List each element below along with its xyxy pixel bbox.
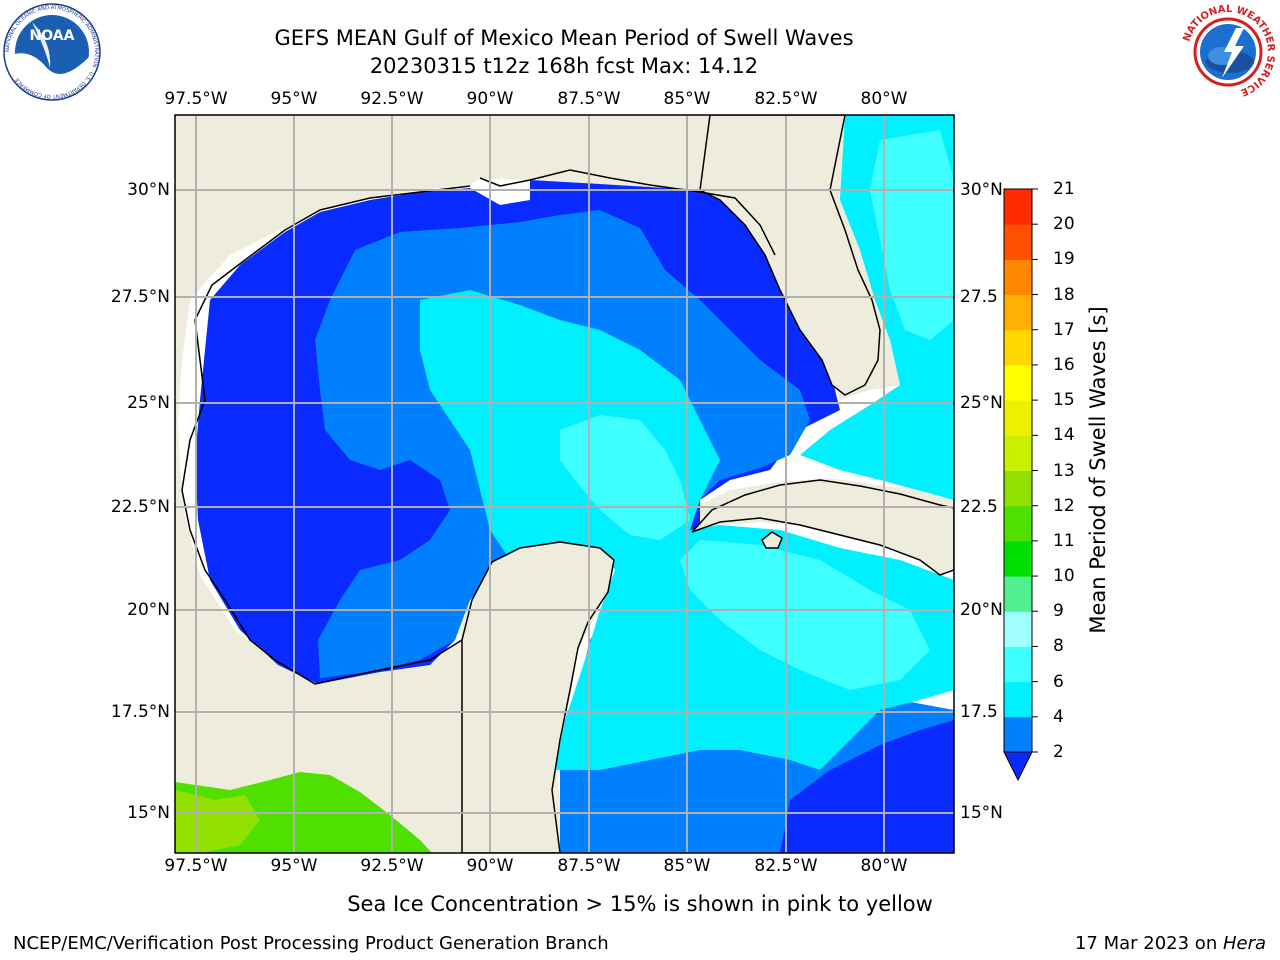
lat-label-left: 25°N — [127, 393, 170, 413]
colorbar-segment — [1004, 611, 1032, 647]
noaa-logo-text: NOAA — [30, 28, 75, 44]
colorbar-tick-label: 12 — [1053, 495, 1075, 516]
lat-label-left: 22.5°N — [110, 497, 170, 517]
lon-label-bottom: 80°W — [860, 856, 908, 876]
colorbar-segment — [1004, 646, 1032, 683]
lon-label-top: 97.5°W — [164, 89, 228, 109]
lon-label-top: 85°W — [663, 89, 711, 109]
cuba-land — [691, 479, 954, 576]
colorbar-segment — [1004, 294, 1032, 331]
lon-label-bottom: 82.5°W — [754, 856, 818, 876]
colorbar-segment — [1004, 189, 1032, 225]
colorbar-segment — [1004, 224, 1032, 260]
map-title: GEFS MEAN Gulf of Mexico Mean Period of … — [274, 26, 854, 50]
us-mexico-coast — [181, 169, 776, 685]
lat-label-right: 30°N — [960, 180, 1003, 200]
lon-label-bottom: 90°W — [466, 856, 514, 876]
lon-label-bottom: 97.5°W — [164, 856, 228, 876]
lat-label-left: 27.5°N — [110, 287, 170, 307]
colorbar-segment — [1004, 681, 1032, 718]
colorbar-segment — [1004, 716, 1032, 753]
colorbar-tick-label: 10 — [1053, 566, 1075, 587]
lat-label-right: 25°N — [960, 393, 1003, 413]
lon-label-bottom: 85°W — [663, 856, 711, 876]
isla-juventud — [761, 531, 783, 549]
credit-machine: Hera — [1222, 933, 1266, 954]
yucatan-land — [461, 541, 615, 853]
colorbar-tick-label: 16 — [1053, 354, 1075, 375]
colorbar-tick-label: 19 — [1053, 249, 1075, 270]
lon-label-top: 87.5°W — [557, 89, 621, 109]
lon-label-top: 80°W — [860, 89, 908, 109]
colorbar-segment — [1004, 400, 1032, 436]
credit-right: 17 Mar 2023 on Hera — [1075, 933, 1266, 954]
colorbar-tick-label: 20 — [1053, 214, 1075, 235]
colorbar-tick-label: 15 — [1053, 390, 1075, 411]
sea-ice-note: Sea Ice Concentration > 15% is shown in … — [0, 892, 1280, 916]
swell-band-8-9-atlantic — [870, 130, 954, 340]
lat-label-right: 17.5 — [960, 702, 998, 722]
colorbar-segment — [1004, 329, 1032, 366]
swell-band-8-9-central — [560, 415, 690, 540]
colorbar-segment — [1004, 540, 1032, 577]
map-frame — [174, 114, 955, 854]
colorbar-tick-label: 8 — [1053, 636, 1064, 657]
lat-label-left: 17.5°N — [110, 702, 170, 722]
colorbar-segment — [1004, 435, 1032, 471]
lon-label-top: 82.5°W — [754, 89, 818, 109]
credit-date: 17 Mar 2023 on — [1074, 933, 1223, 954]
colorbar-segment — [1004, 576, 1032, 612]
lat-label-left: 30°N — [127, 180, 170, 200]
lat-label-right: 27.5 — [960, 287, 998, 307]
lon-label-bottom: 92.5°W — [360, 856, 424, 876]
colorbar-label: Mean Period of Swell Waves [s] — [1086, 306, 1110, 634]
lat-label-left: 20°N — [127, 600, 170, 620]
colorbar-tick-label: 21 — [1053, 179, 1075, 199]
lon-label-top: 92.5°W — [360, 89, 424, 109]
lon-label-bottom: 87.5°W — [557, 856, 621, 876]
lat-label-right: 22.5 — [960, 497, 998, 517]
colorbar-tick-label: 18 — [1053, 284, 1075, 305]
lat-label-right: 15°N — [960, 803, 1003, 823]
colorbar-tick-label: 17 — [1053, 319, 1075, 340]
lon-label-bottom: 95°W — [270, 856, 318, 876]
colorbar-segment — [1004, 470, 1032, 507]
map-subtitle: 20230315 t12z 168h fcst Max: 14.12 — [369, 54, 759, 78]
colorbar-tick-label: 2 — [1053, 742, 1064, 762]
florida-land — [699, 115, 881, 396]
colorbar-tick-label: 9 — [1053, 601, 1064, 622]
swell-band-4-6-honduras — [780, 720, 954, 853]
colorbar-tick-label: 4 — [1053, 706, 1064, 727]
colorbar-segment — [1004, 505, 1032, 542]
credit-left: NCEP/EMC/Verification Post Processing Pr… — [13, 933, 609, 954]
colorbar-segment — [1004, 364, 1032, 401]
lon-label-top: 95°W — [270, 89, 318, 109]
colorbar-tick-label: 6 — [1053, 671, 1064, 692]
colorbar-extend-triangle — [1003, 751, 1033, 782]
swell-band-8-9-caribbean — [680, 540, 930, 690]
lat-label-left: 15°N — [127, 803, 170, 823]
sea-ice-note-text: Sea Ice Concentration > 15% is shown in … — [347, 892, 933, 916]
lon-label-top: 90°W — [466, 89, 514, 109]
colorbar-tick-label: 11 — [1053, 530, 1075, 551]
colorbar-segment — [1004, 259, 1032, 296]
nws-logo: NATIONAL WEATHER SERVICE — [1181, 4, 1276, 99]
noaa-logo: NOAA NATIONAL OCEANIC AND ATMOSPHERIC AD… — [3, 3, 101, 101]
colorbar-tick-label: 13 — [1053, 460, 1075, 481]
graticule — [175, 115, 954, 853]
lat-label-right: 20°N — [960, 600, 1003, 620]
colorbar-tick-label: 14 — [1053, 425, 1075, 446]
